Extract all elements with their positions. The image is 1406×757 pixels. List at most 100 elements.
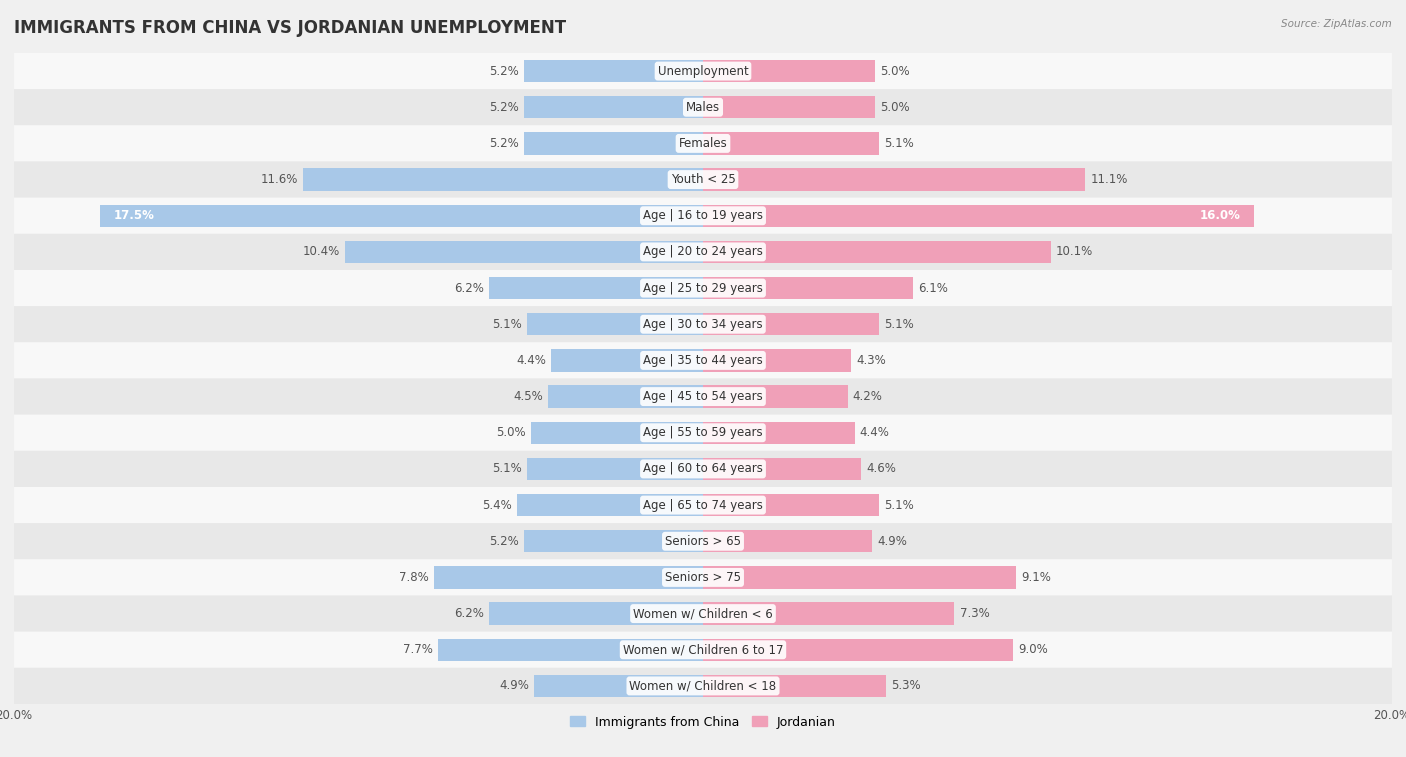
FancyBboxPatch shape xyxy=(14,270,1392,306)
Bar xyxy=(524,530,703,553)
Text: 11.1%: 11.1% xyxy=(1091,173,1128,186)
FancyBboxPatch shape xyxy=(14,523,1392,559)
Text: Women w/ Children < 18: Women w/ Children < 18 xyxy=(630,680,776,693)
Text: 4.4%: 4.4% xyxy=(516,354,547,367)
Bar xyxy=(703,204,1254,227)
Bar xyxy=(703,494,879,516)
Bar xyxy=(703,639,1012,661)
Bar xyxy=(703,313,879,335)
Bar xyxy=(703,349,851,372)
Text: Unemployment: Unemployment xyxy=(658,64,748,77)
Text: 5.2%: 5.2% xyxy=(489,137,519,150)
FancyBboxPatch shape xyxy=(14,89,1392,126)
Text: 4.9%: 4.9% xyxy=(499,680,529,693)
Legend: Immigrants from China, Jordanian: Immigrants from China, Jordanian xyxy=(565,711,841,734)
FancyBboxPatch shape xyxy=(14,487,1392,523)
Text: 5.3%: 5.3% xyxy=(891,680,921,693)
Bar xyxy=(344,241,703,263)
Text: 4.3%: 4.3% xyxy=(856,354,886,367)
Bar xyxy=(527,458,703,480)
Text: 5.0%: 5.0% xyxy=(880,64,910,77)
Text: 6.1%: 6.1% xyxy=(918,282,948,294)
Text: Seniors > 75: Seniors > 75 xyxy=(665,571,741,584)
Text: 5.1%: 5.1% xyxy=(884,499,914,512)
Bar xyxy=(524,96,703,118)
Text: 5.1%: 5.1% xyxy=(492,318,522,331)
Bar xyxy=(703,674,886,697)
Text: Age | 65 to 74 years: Age | 65 to 74 years xyxy=(643,499,763,512)
Bar xyxy=(531,422,703,444)
FancyBboxPatch shape xyxy=(14,415,1392,451)
Bar xyxy=(489,603,703,625)
FancyBboxPatch shape xyxy=(14,161,1392,198)
Text: 16.0%: 16.0% xyxy=(1199,209,1240,223)
Bar xyxy=(703,422,855,444)
Text: Males: Males xyxy=(686,101,720,114)
Text: Women w/ Children 6 to 17: Women w/ Children 6 to 17 xyxy=(623,643,783,656)
Bar xyxy=(703,277,912,299)
Text: 4.9%: 4.9% xyxy=(877,534,907,548)
Bar xyxy=(527,313,703,335)
Text: Age | 60 to 64 years: Age | 60 to 64 years xyxy=(643,463,763,475)
Text: Youth < 25: Youth < 25 xyxy=(671,173,735,186)
Text: 5.2%: 5.2% xyxy=(489,534,519,548)
Text: IMMIGRANTS FROM CHINA VS JORDANIAN UNEMPLOYMENT: IMMIGRANTS FROM CHINA VS JORDANIAN UNEMP… xyxy=(14,19,567,37)
Text: 9.0%: 9.0% xyxy=(1018,643,1047,656)
Bar xyxy=(304,168,703,191)
FancyBboxPatch shape xyxy=(14,451,1392,487)
FancyBboxPatch shape xyxy=(14,126,1392,161)
Text: 17.5%: 17.5% xyxy=(114,209,155,223)
Text: 5.0%: 5.0% xyxy=(496,426,526,439)
Bar xyxy=(703,241,1050,263)
Text: Age | 20 to 24 years: Age | 20 to 24 years xyxy=(643,245,763,258)
Text: Age | 35 to 44 years: Age | 35 to 44 years xyxy=(643,354,763,367)
Bar xyxy=(437,639,703,661)
FancyBboxPatch shape xyxy=(14,559,1392,596)
FancyBboxPatch shape xyxy=(14,378,1392,415)
Bar xyxy=(703,385,848,408)
Text: 5.2%: 5.2% xyxy=(489,64,519,77)
Text: 6.2%: 6.2% xyxy=(454,282,484,294)
Text: Age | 30 to 34 years: Age | 30 to 34 years xyxy=(643,318,763,331)
Bar xyxy=(703,603,955,625)
Bar xyxy=(703,530,872,553)
FancyBboxPatch shape xyxy=(14,342,1392,378)
Bar xyxy=(551,349,703,372)
Bar xyxy=(524,132,703,154)
Bar xyxy=(524,60,703,83)
Text: 10.1%: 10.1% xyxy=(1056,245,1094,258)
Bar xyxy=(703,132,879,154)
Text: 5.1%: 5.1% xyxy=(492,463,522,475)
Text: Seniors > 65: Seniors > 65 xyxy=(665,534,741,548)
Text: 4.4%: 4.4% xyxy=(859,426,890,439)
Bar xyxy=(703,96,875,118)
Text: Age | 45 to 54 years: Age | 45 to 54 years xyxy=(643,390,763,403)
Text: Source: ZipAtlas.com: Source: ZipAtlas.com xyxy=(1281,19,1392,29)
Bar xyxy=(517,494,703,516)
FancyBboxPatch shape xyxy=(14,306,1392,342)
Bar xyxy=(489,277,703,299)
Text: 6.2%: 6.2% xyxy=(454,607,484,620)
Text: 4.6%: 4.6% xyxy=(866,463,897,475)
FancyBboxPatch shape xyxy=(14,234,1392,270)
Text: 11.6%: 11.6% xyxy=(262,173,298,186)
Bar xyxy=(703,168,1085,191)
Bar xyxy=(534,674,703,697)
Bar xyxy=(434,566,703,589)
Text: 5.1%: 5.1% xyxy=(884,318,914,331)
Text: Age | 55 to 59 years: Age | 55 to 59 years xyxy=(643,426,763,439)
FancyBboxPatch shape xyxy=(14,631,1392,668)
Bar xyxy=(703,566,1017,589)
Text: 5.1%: 5.1% xyxy=(884,137,914,150)
Text: 5.2%: 5.2% xyxy=(489,101,519,114)
Text: 5.4%: 5.4% xyxy=(482,499,512,512)
FancyBboxPatch shape xyxy=(14,596,1392,631)
Text: 10.4%: 10.4% xyxy=(302,245,340,258)
Text: 4.5%: 4.5% xyxy=(513,390,543,403)
Text: 9.1%: 9.1% xyxy=(1022,571,1052,584)
Bar xyxy=(703,458,862,480)
Bar xyxy=(100,204,703,227)
Text: Age | 16 to 19 years: Age | 16 to 19 years xyxy=(643,209,763,223)
Text: 5.0%: 5.0% xyxy=(880,101,910,114)
Bar xyxy=(703,60,875,83)
